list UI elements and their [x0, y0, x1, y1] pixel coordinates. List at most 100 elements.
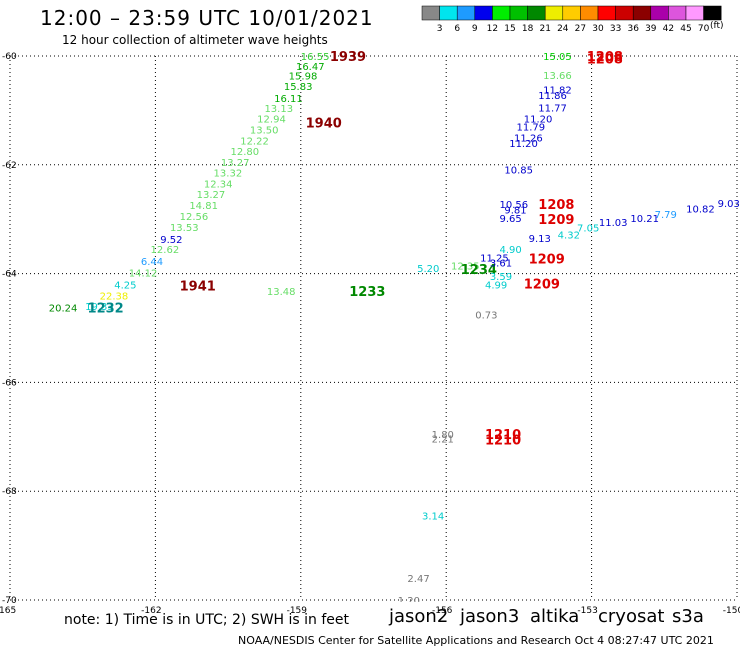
wave-height-value: 15.83: [284, 82, 313, 93]
satellite-jason2: jason2: [389, 606, 449, 627]
wave-height-value: 0.73: [475, 310, 497, 321]
legend-swatch: [580, 5, 599, 21]
legend-label: 15: [504, 24, 515, 34]
wave-height-value: 14.81: [189, 201, 218, 212]
legend-label: 12: [487, 24, 498, 34]
legend-label: 39: [645, 24, 657, 34]
wave-height-value: 12.94: [257, 115, 286, 126]
y-tick-label: -60: [2, 52, 17, 62]
wave-height-value: 19.33: [85, 302, 114, 313]
satellite-cryosat: cryosat: [598, 606, 665, 627]
chart-title: 12:00 – 23:59 UTC 10/01/2021: [40, 6, 374, 30]
wave-height-value: 2.47: [407, 574, 429, 585]
wave-height-value: 14.12: [129, 269, 158, 280]
time-label: 1939: [330, 50, 366, 65]
wave-height-value: 11.20: [524, 115, 553, 126]
wave-height-value: 1.80: [432, 430, 454, 441]
wave-height-value: 16.55: [301, 52, 330, 63]
legend-swatch: [509, 5, 528, 21]
satellite-s3a: s3a: [672, 606, 704, 627]
y-tick-label: -70: [2, 596, 17, 606]
y-tick-label: -66: [2, 378, 17, 388]
wave-height-value: 9.03: [718, 199, 740, 210]
legend-swatch: [527, 5, 546, 21]
legend-swatch: [597, 5, 616, 21]
time-label: 1208: [587, 53, 623, 68]
wave-height-value: 11.79: [516, 123, 545, 134]
wave-height-value: 12.62: [151, 245, 180, 256]
legend-label: 36: [627, 24, 639, 34]
wave-height-value: 10.21: [630, 214, 659, 225]
wave-height-value: 15.05: [543, 52, 572, 63]
wave-height-value: 13.32: [214, 168, 243, 179]
x-tick-label: -153: [577, 606, 597, 616]
time-label: 1941: [180, 280, 216, 295]
wave-height-value: 12.56: [180, 212, 209, 223]
time-label: 1210: [485, 428, 521, 443]
legend-label: 42: [663, 24, 674, 34]
legend-swatch: [562, 5, 581, 21]
wave-height-value: 12.22: [240, 136, 269, 147]
time-label: 1234: [461, 263, 497, 278]
time-label: 1208: [587, 50, 623, 65]
time-label: 1232: [88, 301, 124, 316]
y-tick-label: -64: [2, 270, 17, 280]
wave-height-value: 9.65: [500, 214, 522, 225]
legend-swatch: [703, 5, 722, 21]
satellite-jason3: jason3: [460, 606, 520, 627]
wave-height-value: 13.53: [170, 223, 199, 234]
wave-height-value: 10.82: [686, 204, 715, 215]
wave-height-value: 16.47: [296, 62, 325, 73]
wave-height-value: 7.79: [655, 210, 677, 221]
wave-height-value: 11.86: [538, 91, 567, 102]
wave-height-value: 5.20: [417, 264, 439, 275]
legend-label: 3: [437, 24, 443, 34]
x-tick-label: -162: [141, 606, 161, 616]
wave-height-value: 4.99: [485, 280, 507, 291]
wave-height-value: 13.27: [197, 190, 226, 201]
wave-height-value: 9.52: [160, 235, 182, 246]
x-tick-label: -150: [723, 606, 740, 616]
wave-height-value: 12.35: [451, 261, 480, 272]
wave-height-value: 12.34: [204, 179, 233, 190]
legend-label: 18: [522, 24, 534, 34]
wave-height-value: 13.13: [264, 104, 293, 115]
wave-height-value: 22.38: [100, 291, 129, 302]
legend-swatch: [615, 5, 634, 21]
wave-height-value: 3.61: [490, 259, 512, 270]
wave-height-value: 4.25: [114, 280, 136, 291]
wave-height-value: 7.05: [577, 223, 599, 234]
wave-height-value: 13.50: [250, 125, 279, 136]
legend-label: 33: [610, 24, 621, 34]
wave-height-value: 9.13: [529, 234, 551, 245]
wave-height-value: 13.48: [267, 287, 296, 298]
time-label: 1208: [538, 198, 574, 213]
legend-swatch: [544, 5, 564, 21]
legend-swatch: [456, 5, 476, 21]
wave-height-value: 15.98: [289, 72, 318, 83]
time-label: 1209: [529, 252, 565, 267]
legend-label: 70: [698, 24, 710, 34]
legend-swatch: [685, 5, 704, 21]
footer-credit: NOAA/NESDIS Center for Satellite Applica…: [238, 634, 714, 647]
wave-height-value: 2.21: [432, 434, 454, 445]
wave-height-value: 11.82: [543, 86, 572, 97]
satellite-altika: altika: [530, 606, 580, 627]
legend-swatch: [492, 5, 511, 21]
wave-height-value: 16.11: [274, 94, 303, 105]
wave-height-value: 6.44: [141, 257, 163, 268]
time-label: 1233: [349, 285, 385, 300]
wave-height-value: 11.03: [599, 218, 628, 229]
wave-height-value: 3.14: [422, 512, 444, 523]
wave-height-value: 9.81: [504, 205, 526, 216]
wave-height-value: 13.66: [543, 71, 572, 82]
y-tick-label: -68: [2, 487, 17, 497]
wave-height-value: 10.85: [504, 166, 533, 177]
wave-height-value: 4.32: [558, 230, 580, 241]
wave-height-value: 1.20: [398, 596, 420, 607]
time-label: 1210: [485, 434, 521, 449]
legend-label: 45: [680, 24, 691, 34]
wave-height-value: 4.90: [500, 245, 522, 256]
wave-height-value: 3.59: [490, 272, 512, 283]
x-tick-label: -159: [287, 606, 308, 616]
